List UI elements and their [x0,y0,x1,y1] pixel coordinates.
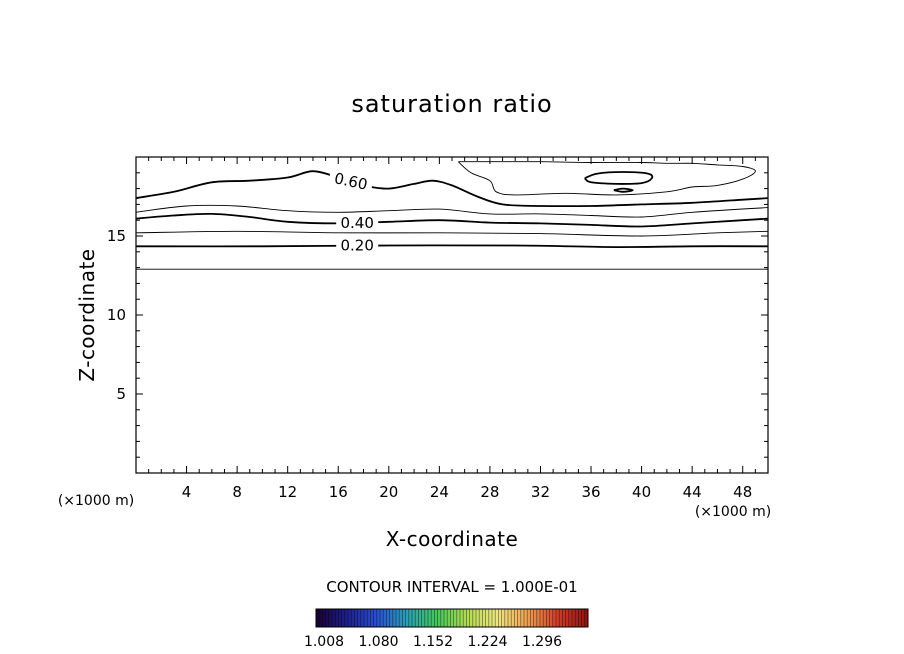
contour-line [135,170,769,208]
contour-line [135,244,769,249]
contour-label-bg [329,173,372,190]
axis-ticks [136,157,768,473]
x-tick-label: 40 [632,483,651,501]
x-tick-labels: 4 8 12 16 20 24 28 32 36 40 44 48 [182,483,752,501]
x-unit-right: (×1000 m) [695,504,771,520]
x-tick-label: 12 [278,483,297,501]
colorbar-tick-label: 1.296 [522,634,562,650]
contour-line [135,212,769,228]
x-axis-label: X-coordinate [386,527,519,551]
contour-label: 0.20 [340,237,373,255]
contour-lines: 0.20 0.40 0.60 [135,161,769,270]
contour-line [135,204,769,218]
x-tick-label: 28 [480,483,499,501]
colorbar-tick-label: 1.152 [413,634,453,650]
x-tick-label: 32 [531,483,550,501]
colorbar: 1.008 1.080 1.152 1.224 1.296 [304,608,589,650]
contour-label-bg [336,237,379,254]
contour-line [135,230,769,237]
x-tick-label: 36 [581,483,600,501]
x-tick-label: 16 [329,483,348,501]
colorbar-tick-labels: 1.008 1.080 1.152 1.224 1.296 [304,634,562,650]
y-tick-labels: 5 10 15 [107,227,126,403]
colorbar-tick-label: 1.080 [358,634,398,650]
contour-line [584,171,654,185]
x-tick-label: 8 [232,483,242,501]
y-tick-label: 15 [107,227,126,245]
contour-label: 0.60 [333,169,369,194]
colorbar-segments [315,609,586,627]
chart-title: saturation ratio [351,90,552,118]
contour-line [613,187,634,193]
plot-area: 0.20 0.40 0.60 [135,156,769,474]
x-tick-label: 20 [379,483,398,501]
x-unit-left: (×1000 m) [58,493,134,509]
colorbar-gradient [316,609,588,627]
y-axis-label: Z-coordinate [75,248,99,381]
colorbar-tick-label: 1.224 [467,634,507,650]
contour-label-bg [336,214,379,231]
x-tick-label: 24 [430,483,449,501]
contour-interval-text: CONTOUR INTERVAL = 1.000E-01 [326,578,577,596]
x-tick-label: 4 [182,483,192,501]
x-tick-label: 48 [733,483,752,501]
x-tick-label: 44 [683,483,702,501]
y-tick-label: 10 [107,306,126,324]
contour-label: 0.40 [340,214,373,232]
y-tick-label: 5 [116,385,126,403]
colorbar-frame [315,608,589,628]
colorbar-tick-label: 1.008 [304,634,344,650]
contour-line [457,161,756,196]
